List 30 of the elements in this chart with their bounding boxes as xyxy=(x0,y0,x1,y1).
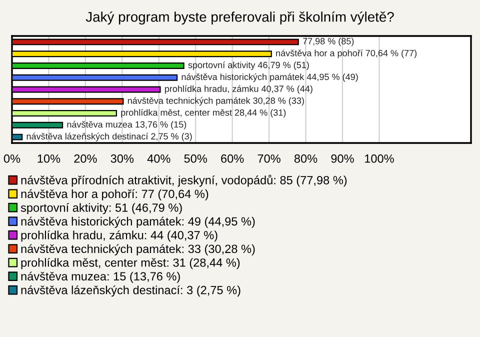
legend-label: návštěva historických památek: 49 (44,95 %) xyxy=(21,216,255,228)
data-label: prohlídka hradu, zámku 40,37 % (44) xyxy=(164,85,312,94)
x-tick-label: 10% xyxy=(38,154,60,163)
legend-label: návštěva technických památek: 33 (30,28 %) xyxy=(21,244,255,256)
legend-label: sportovní aktivity: 51 (46,79 %) xyxy=(20,203,182,214)
data-label: návštěva muzea 13,76 % (15) xyxy=(67,120,186,130)
x-tick-label: 40% xyxy=(147,154,170,163)
x-tick-label: 30% xyxy=(110,154,134,163)
data-label: návštěva technických památek 30,28 % (33) xyxy=(128,97,304,106)
legend-label: prohlídka měst, center měst: 31 (28,44 %) xyxy=(21,258,240,270)
x-tick-label: 100% xyxy=(365,154,394,163)
x-tick-label: 70% xyxy=(258,154,280,163)
chart-title: Jaký program byste preferovali při školním výletě? xyxy=(86,11,394,25)
x-tick-label: 50% xyxy=(184,154,207,163)
data-label: prohlídka měst, center měst 28,44 % (31) xyxy=(121,109,286,118)
data-label: návštěva lázeňských destinací 2,75 % (3) xyxy=(26,132,192,142)
data-label: sportovní aktivity 46,79 % (51) xyxy=(188,61,309,70)
x-tick-label: 60% xyxy=(221,154,244,163)
legend-label: návštěva muzea: 15 (13,76 %) xyxy=(21,272,180,283)
legend-label: prohlídka hradu, zámku: 44 (40,37 %) xyxy=(21,230,218,242)
x-tick-label: 90% xyxy=(331,154,354,163)
legend-label: návštěva přírodních atraktivit, jeskyní, vodopádů: 85 (77,98 %) xyxy=(21,174,347,187)
legend-label: návštěva hor a pohoří: 77 (70,64 %) xyxy=(21,189,208,200)
x-tick-label: 80% xyxy=(294,154,318,163)
x-tick-label: 20% xyxy=(74,154,97,163)
data-label: návštěva hor a pohoří 70,64 % (77) xyxy=(276,50,417,58)
data-label: 77,98 % (85) xyxy=(302,38,354,46)
legend-label: návštěva lázeňských destinací: 3 (2,75 %) xyxy=(21,285,240,297)
x-tick-label: 0% xyxy=(4,154,20,163)
data-label: návštěva historických památek 44,95 % (49) xyxy=(182,73,358,82)
